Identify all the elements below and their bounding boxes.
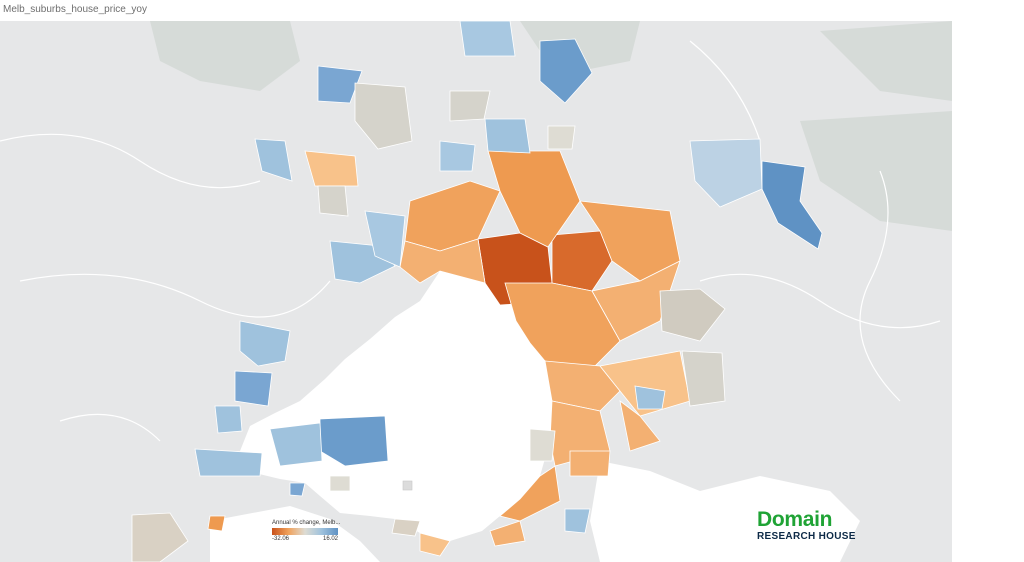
suburb-region — [419, 532, 451, 557]
suburb-region — [207, 515, 226, 532]
suburb-region — [354, 82, 413, 150]
suburb-region — [364, 210, 406, 268]
legend-min-label: -32.06 — [272, 536, 290, 542]
suburb-region — [681, 350, 726, 407]
legend-color-ramp — [272, 528, 338, 535]
suburb-region — [304, 150, 359, 187]
suburb-region — [234, 370, 273, 407]
suburb-region — [317, 185, 349, 217]
suburb-region — [194, 448, 263, 477]
suburb-region — [761, 160, 823, 250]
boundary-lines — [0, 40, 941, 442]
suburb-region — [459, 21, 516, 57]
suburb-region — [254, 138, 293, 182]
suburb-region — [449, 90, 491, 122]
suburb-region — [484, 118, 531, 154]
suburb-region — [529, 428, 556, 462]
legend-title: Annual % change, Melb... — [272, 520, 341, 526]
suburb-region — [269, 422, 323, 467]
western-port-water — [590, 461, 860, 562]
suburb-region — [239, 320, 291, 367]
suburb-region — [591, 260, 681, 342]
brand-subtitle: RESEARCH HOUSE — [757, 531, 856, 542]
suburb-region — [489, 520, 526, 547]
terrain-layer — [150, 21, 952, 231]
suburb-region — [634, 385, 666, 410]
suburb-region — [547, 125, 576, 150]
sheet-title: Melb_suburbs_house_price_yoy — [3, 4, 147, 15]
suburb-region — [569, 450, 611, 477]
suburb-region — [289, 482, 306, 497]
suburb-region — [551, 230, 613, 292]
suburb-region — [131, 512, 189, 562]
suburb-region — [659, 288, 726, 342]
suburb-region — [329, 475, 351, 492]
suburb-region — [619, 400, 661, 452]
suburb-region — [544, 360, 621, 412]
suburb-regions — [131, 21, 823, 562]
suburb-choropleth-map[interactable] — [0, 21, 952, 562]
legend-max-label: 16.02 — [322, 536, 338, 542]
suburb-region — [214, 405, 243, 434]
map-canvas — [0, 21, 952, 562]
suburb-region — [399, 238, 486, 284]
suburb-region — [487, 150, 581, 248]
suburb-region — [689, 138, 763, 208]
domain-logo: Domain RESEARCH HOUSE — [757, 508, 856, 542]
suburb-region — [317, 65, 363, 104]
port-phillip-bay — [240, 261, 552, 541]
brand-name: Domain — [757, 508, 833, 531]
suburb-region — [564, 508, 591, 534]
island-marker — [402, 480, 413, 491]
suburb-region — [439, 140, 476, 172]
suburb-region — [539, 38, 593, 104]
suburb-region — [599, 350, 691, 417]
suburb-region — [391, 518, 421, 537]
color-legend[interactable]: Annual % change, Melb... -32.06 16.02 — [272, 520, 341, 542]
